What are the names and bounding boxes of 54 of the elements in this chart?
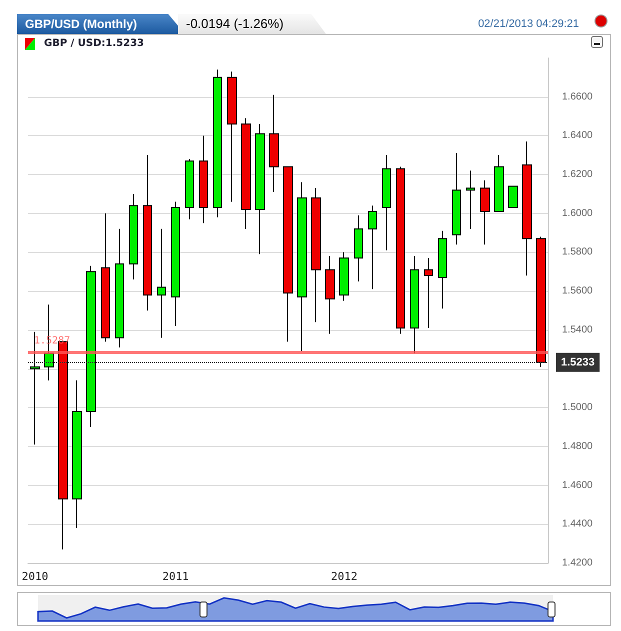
candlestick	[199, 135, 208, 224]
candlestick	[227, 71, 237, 202]
candlestick	[339, 252, 349, 302]
candlestick	[354, 214, 363, 282]
text: 02/21/2013 04:29:21	[478, 18, 579, 30]
chart-title: GBP/USD (Monthly)	[17, 14, 185, 34]
y-tick-label: 1.5800	[562, 246, 594, 258]
candlestick	[255, 124, 265, 255]
candlestick	[522, 141, 532, 276]
candlestick	[283, 166, 293, 342]
y-tick-label: 1.6600	[562, 91, 594, 102]
candlestick	[311, 188, 321, 323]
candlestick	[452, 152, 461, 245]
x-tick-label: 2010	[22, 570, 48, 583]
chart-subtitle: -0.0194 (-1.26%)	[178, 14, 326, 34]
x-tick-label: 2011	[162, 570, 189, 583]
candlestick	[213, 69, 222, 218]
candlestick	[508, 186, 518, 208]
candlestick	[410, 256, 419, 354]
candlestick	[494, 154, 504, 212]
y-tick-label: 1.4200	[562, 558, 594, 568]
candlestick	[480, 180, 490, 245]
candlestick	[86, 265, 96, 428]
x-tick-label: 2012	[330, 570, 358, 583]
y-tick-label: 1.4800	[562, 440, 594, 452]
candlestick	[101, 212, 110, 342]
candlestick	[438, 230, 447, 310]
candlestick	[171, 201, 180, 327]
y-tick-label: 1.6000	[562, 208, 594, 219]
candlestick	[424, 258, 433, 328]
candlestick	[185, 158, 194, 220]
candlestick	[129, 193, 138, 280]
y-tick-label: 1.5600	[562, 286, 594, 297]
candlestick	[396, 166, 405, 334]
candlestick	[297, 182, 307, 352]
candlestick	[269, 94, 279, 193]
candlestick	[325, 256, 335, 334]
candlestick	[382, 154, 391, 251]
y-tick-label: 1.4600	[562, 480, 594, 491]
text: GBP / USD:1.5233	[44, 38, 144, 49]
candlestick	[536, 236, 546, 368]
y-tick-label: 1.6200	[562, 169, 594, 180]
y-tick-label: 1.6400	[562, 130, 594, 142]
ref-line-label: 1.5233	[561, 356, 595, 368]
y-tick-label: 1.5000	[562, 402, 594, 414]
candlestick	[368, 205, 377, 290]
candlestick	[241, 118, 251, 230]
y-tick-label: 1.5400	[562, 324, 594, 336]
candlestick	[143, 154, 152, 311]
candlestick	[115, 228, 124, 348]
candlestick	[466, 170, 475, 230]
y-tick-label: 1.4400	[562, 518, 594, 530]
candlestick	[72, 380, 82, 529]
candlestick	[157, 228, 166, 338]
